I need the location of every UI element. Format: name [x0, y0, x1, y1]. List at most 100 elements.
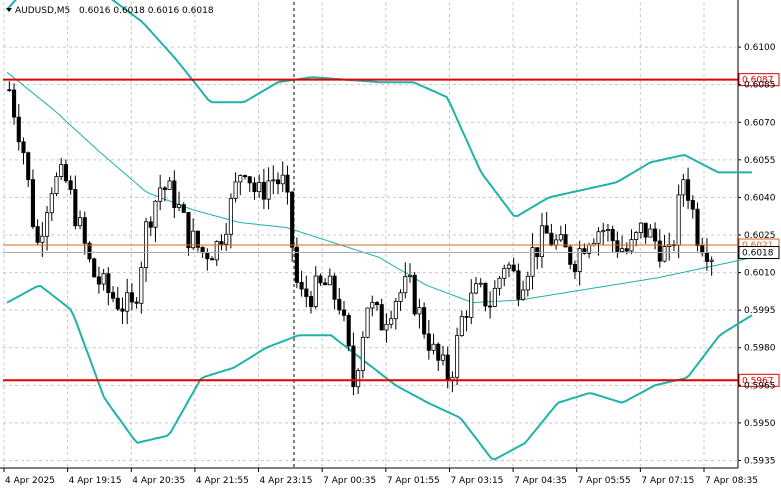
candle-body: [327, 275, 332, 286]
candle-body: [407, 274, 413, 277]
level-label-box: [738, 73, 780, 87]
x-tick-label: 4 Apr 23:15: [260, 476, 313, 486]
y-tick-label: 0.6010: [744, 269, 776, 279]
candle-body: [525, 275, 530, 291]
level-label-support: 0.5967: [742, 376, 774, 386]
y-tick-label: 0.6100: [744, 43, 776, 53]
candle-body: [417, 307, 422, 315]
candle-body: [323, 282, 328, 286]
candle-body: [313, 275, 318, 307]
candle-body: [153, 200, 158, 228]
candle-body: [139, 267, 144, 304]
candle-body: [82, 217, 87, 244]
bollinger-lower-line: [6, 284, 753, 461]
candle-body: [502, 267, 507, 279]
candle-body: [624, 248, 629, 252]
candle-body: [686, 179, 691, 201]
candle-body: [577, 248, 582, 272]
candle-body: [346, 314, 351, 347]
candle-body: [436, 343, 441, 361]
candle-body: [290, 191, 295, 248]
candle-body: [341, 309, 347, 316]
candle-body: [704, 252, 709, 262]
candle-body: [318, 275, 323, 284]
candle-body: [492, 287, 497, 307]
candle-body: [238, 175, 243, 183]
ohlc-values: 0.6016 0.6018 0.6016 0.6018: [79, 6, 214, 16]
candle-body: [554, 239, 559, 246]
x-tick-label: 7 Apr 00:35: [323, 476, 376, 486]
price-axis: 0.61000.60850.60700.60550.60400.60250.60…: [738, 43, 776, 466]
candle-body: [111, 292, 116, 299]
candle-body: [242, 175, 248, 178]
candle-body: [252, 182, 257, 193]
x-tick-label: 4 Apr 2025: [5, 476, 55, 486]
dropdown-triangle-icon[interactable]: [6, 8, 12, 12]
candle-body: [370, 302, 375, 309]
candle-body: [280, 174, 285, 185]
candle-body: [615, 240, 620, 252]
candle-body: [172, 180, 177, 208]
candle-body: [54, 176, 59, 195]
y-tick-label: 0.5995: [744, 306, 776, 316]
candle-body: [247, 176, 252, 184]
candle-body: [695, 208, 700, 246]
chart-grid: [0, 0, 739, 469]
candle-body: [700, 245, 705, 254]
candle-body: [101, 273, 106, 285]
candle-body: [521, 289, 526, 300]
candle-body: [657, 240, 662, 262]
candle-body: [191, 230, 196, 249]
x-tick-label: 7 Apr 08:35: [705, 476, 758, 486]
candle-body: [332, 275, 337, 300]
candle-body: [389, 318, 394, 325]
candles: [7, 81, 714, 396]
y-tick-label: 0.5965: [744, 381, 776, 391]
candle-body: [478, 282, 483, 285]
candle-body: [459, 315, 464, 336]
candle-body: [30, 179, 35, 227]
candle-body: [648, 228, 653, 238]
chart-header: AUDUSD,M5 0.6016 0.6018 0.6016 0.6018: [6, 6, 214, 16]
candle-body: [544, 225, 549, 234]
candle-body: [209, 258, 215, 261]
y-tick-label: 0.6025: [744, 231, 776, 241]
candle-body: [92, 258, 97, 278]
candle-body: [129, 292, 134, 303]
candle-body: [634, 232, 639, 240]
x-tick-label: 4 Apr 19:15: [69, 476, 122, 486]
candle-body: [275, 179, 281, 185]
candle-body: [506, 264, 512, 269]
candle-body: [261, 181, 266, 200]
candle-body: [167, 180, 172, 190]
candle-body: [464, 315, 469, 318]
candle-body: [511, 264, 516, 272]
candle-body: [431, 343, 436, 351]
candle-body: [120, 308, 125, 312]
candle-body: [87, 242, 92, 260]
candle-body: [59, 164, 64, 177]
candle-body: [7, 89, 12, 92]
y-tick-label: 0.6085: [744, 81, 776, 91]
level-label-box: [738, 373, 780, 387]
candle-body: [195, 230, 200, 248]
candle-body: [643, 222, 648, 238]
candle-body: [582, 248, 587, 254]
candle-body: [356, 370, 361, 388]
candle-body: [483, 282, 488, 307]
candle-body: [549, 232, 554, 246]
current-price-label: 0.6021: [742, 241, 774, 251]
y-tick-label: 0.5980: [744, 344, 776, 354]
x-tick-label: 7 Apr 03:15: [450, 476, 503, 486]
candle-body: [308, 296, 314, 307]
candle-body: [620, 248, 625, 252]
candle-body: [45, 212, 50, 237]
y-tick-label: 0.6040: [744, 193, 776, 203]
bid-box: [738, 246, 780, 260]
candle-body: [709, 259, 714, 262]
candle-body: [610, 228, 615, 242]
candle-body: [21, 141, 26, 154]
candle-body: [568, 246, 573, 265]
candle-body: [176, 204, 182, 208]
